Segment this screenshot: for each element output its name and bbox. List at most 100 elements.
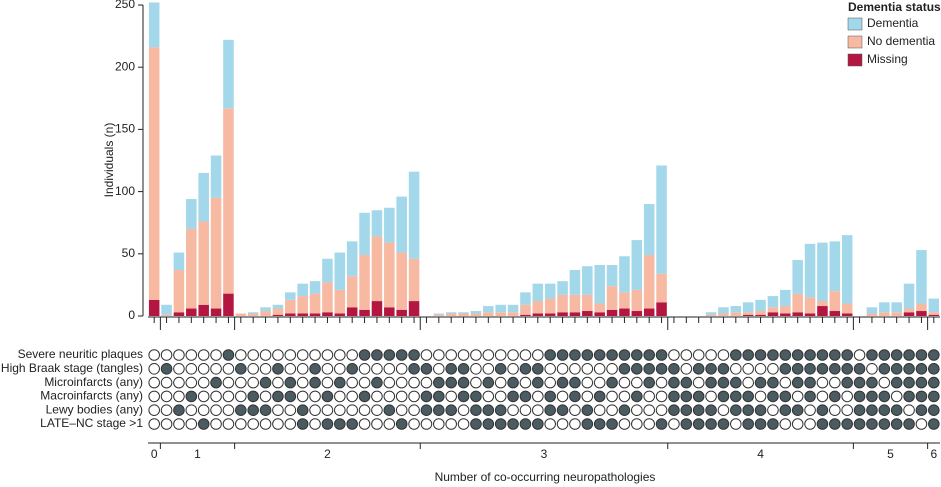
dot-filled bbox=[197, 418, 210, 430]
dot-empty bbox=[358, 376, 371, 389]
dot-filled bbox=[420, 363, 433, 375]
dot-filled bbox=[655, 363, 668, 375]
dot-filled bbox=[767, 418, 779, 430]
dot-empty bbox=[692, 376, 705, 389]
bar-segment bbox=[285, 299, 296, 314]
dot-empty bbox=[544, 363, 556, 375]
dot-filled bbox=[890, 404, 903, 417]
bar-segment bbox=[334, 313, 346, 316]
dot-empty bbox=[791, 418, 804, 430]
dot-filled bbox=[470, 418, 482, 430]
bar-segment bbox=[631, 311, 643, 316]
dot-empty bbox=[544, 376, 556, 389]
dot-filled bbox=[544, 349, 556, 361]
dot-filled bbox=[618, 363, 631, 375]
dot-empty bbox=[222, 404, 235, 417]
dot-empty bbox=[606, 404, 618, 417]
bar-segment bbox=[346, 276, 358, 308]
dot-filled bbox=[717, 418, 730, 430]
dot-filled bbox=[482, 418, 495, 430]
legend-swatch bbox=[847, 35, 863, 49]
dot-filled bbox=[841, 376, 853, 389]
dot-empty bbox=[334, 390, 346, 403]
dot-filled bbox=[631, 390, 643, 403]
dot-filled bbox=[606, 418, 618, 430]
y-axis-label: Individuals (n) bbox=[102, 123, 116, 198]
dot-empty bbox=[433, 418, 445, 430]
dot-filled bbox=[668, 404, 680, 417]
dot-empty bbox=[507, 363, 519, 375]
dot-filled bbox=[433, 376, 445, 389]
dot-filled bbox=[296, 404, 309, 417]
bar-segment bbox=[891, 302, 902, 313]
dot-filled bbox=[631, 349, 643, 361]
dot-filled bbox=[383, 404, 396, 417]
dot-empty bbox=[779, 418, 792, 430]
bar-segment bbox=[866, 307, 878, 314]
dot-empty bbox=[408, 376, 420, 389]
bar-segment bbox=[804, 297, 816, 314]
bar-segment bbox=[804, 243, 816, 298]
dot-empty bbox=[210, 404, 222, 417]
bar-segment bbox=[309, 313, 321, 316]
dot-filled bbox=[890, 418, 903, 430]
dot-empty bbox=[655, 390, 668, 403]
bar-segment bbox=[260, 311, 271, 316]
bar-segment bbox=[767, 296, 779, 308]
dot-empty bbox=[445, 349, 457, 361]
dot-filled bbox=[346, 363, 358, 375]
bar-segment bbox=[173, 252, 185, 270]
dot-filled bbox=[829, 390, 841, 403]
dot-empty bbox=[482, 349, 495, 361]
dot-filled bbox=[631, 363, 643, 375]
dot-filled bbox=[791, 376, 804, 389]
dot-empty bbox=[804, 418, 816, 430]
bar-segment bbox=[470, 313, 482, 316]
bar-segment bbox=[297, 296, 308, 314]
bar-segment bbox=[643, 255, 655, 309]
bar-segment bbox=[161, 304, 172, 315]
bar-segment bbox=[544, 283, 556, 299]
bar-segment bbox=[148, 299, 160, 316]
bar-segment bbox=[408, 301, 420, 316]
bar-segment bbox=[718, 313, 729, 316]
dot-empty bbox=[235, 376, 247, 389]
x-axis-label: Number of co-occurring neuropathologies bbox=[435, 470, 656, 484]
bar-segment bbox=[322, 312, 333, 316]
dot-empty bbox=[272, 418, 284, 430]
dot-filled bbox=[903, 418, 915, 430]
dot-empty bbox=[445, 390, 457, 403]
dot-filled bbox=[358, 349, 371, 361]
bar-segment bbox=[767, 312, 779, 316]
dot-filled bbox=[358, 390, 371, 403]
dot-empty bbox=[470, 349, 482, 361]
bar-segment bbox=[903, 312, 915, 316]
dot-empty bbox=[457, 404, 470, 417]
bar-segment bbox=[656, 165, 667, 274]
dot-filled bbox=[928, 418, 940, 430]
dot-filled bbox=[742, 390, 754, 403]
dot-filled bbox=[730, 390, 742, 403]
dot-empty bbox=[853, 349, 866, 361]
dot-empty bbox=[296, 349, 309, 361]
dot-filled bbox=[420, 404, 433, 417]
dot-filled bbox=[779, 363, 792, 375]
dot-empty bbox=[296, 363, 309, 375]
dot-empty bbox=[160, 349, 173, 361]
group-label: 2 bbox=[324, 447, 331, 461]
dot-empty bbox=[519, 349, 532, 361]
dot-empty bbox=[532, 404, 544, 417]
dot-filled bbox=[779, 349, 792, 361]
bar-segment bbox=[841, 235, 853, 304]
dot-empty bbox=[185, 363, 198, 375]
dot-empty bbox=[519, 404, 532, 417]
dot-filled bbox=[532, 376, 544, 389]
dot-filled bbox=[222, 349, 235, 361]
bar-segment bbox=[829, 291, 841, 312]
dot-filled bbox=[519, 418, 532, 430]
dot-filled bbox=[346, 418, 358, 430]
dot-filled bbox=[643, 376, 655, 389]
dot-filled bbox=[804, 349, 816, 361]
dot-filled bbox=[878, 363, 891, 375]
bar-segment bbox=[606, 309, 618, 316]
